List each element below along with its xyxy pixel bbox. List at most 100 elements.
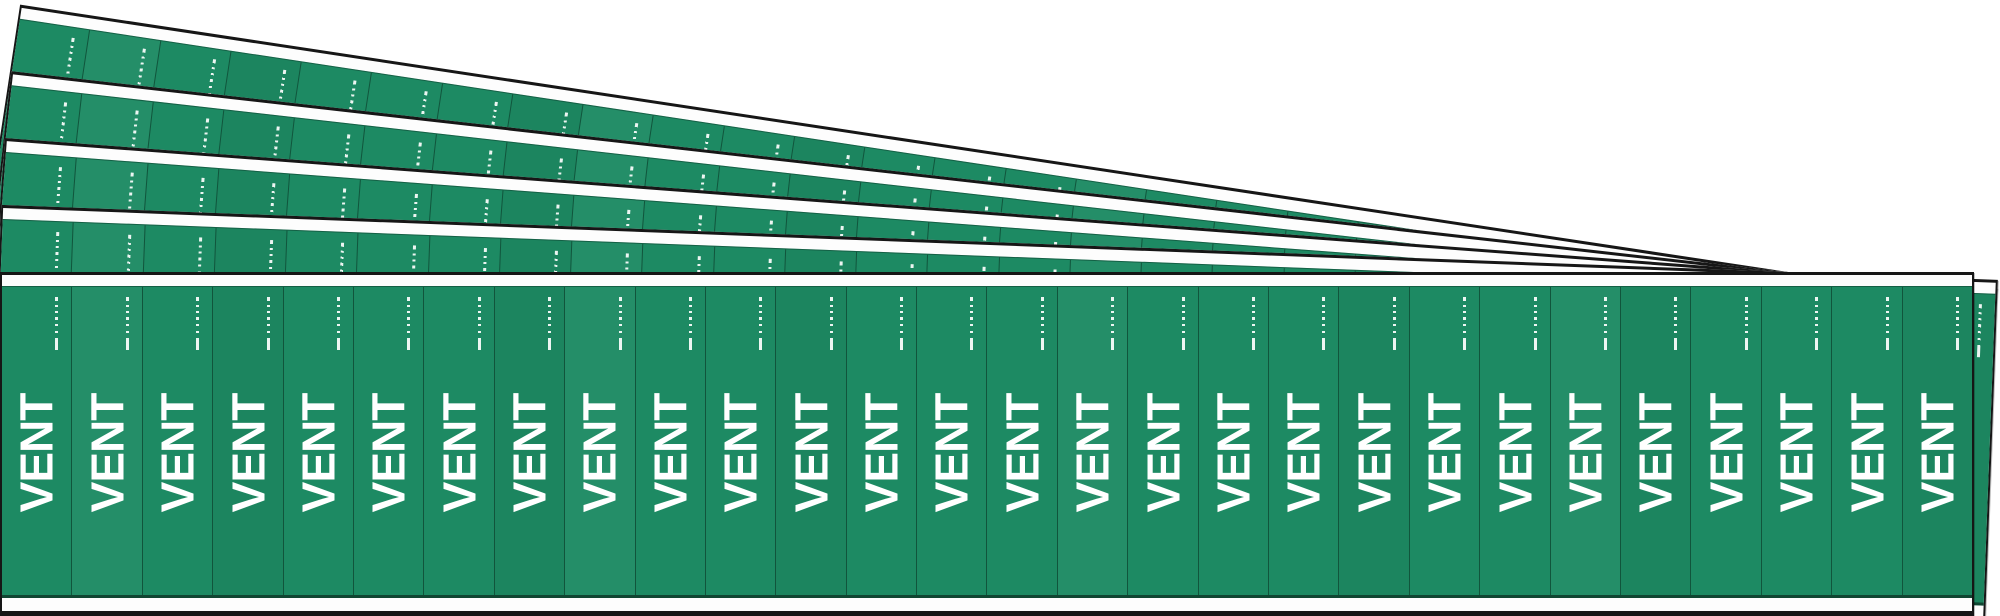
vent-label-wrap: VENT — [1621, 287, 1690, 595]
pipe-marker-strip: VENT — [706, 287, 777, 595]
micro-text-dash-icon — [1533, 297, 1537, 350]
vent-label-wrap: VENT — [1339, 287, 1408, 595]
pipe-marker-strip: VENT — [354, 287, 425, 595]
pipe-marker-strip: VENT — [1621, 287, 1692, 595]
vent-label: VENT — [362, 393, 415, 513]
micro-text-dash-icon — [1252, 297, 1256, 350]
vent-label: VENT — [1840, 393, 1893, 513]
micro-text-dash-icon — [1885, 297, 1889, 350]
vent-label-wrap: VENT — [1480, 287, 1549, 595]
pipe-marker-strip: VENT — [1551, 287, 1621, 595]
vent-label: VENT — [925, 393, 978, 513]
pipe-marker-strip: VENT — [424, 287, 495, 595]
vent-label: VENT — [1629, 393, 1682, 513]
vent-label: VENT — [1559, 393, 1612, 513]
micro-text-dash-icon — [407, 297, 411, 350]
micro-text-dash-icon — [900, 297, 904, 350]
vent-label-wrap: VENT — [1058, 287, 1127, 595]
pipe-marker-strip: VENT — [213, 287, 284, 595]
vent-label-wrap: VENT — [987, 287, 1056, 595]
pipe-marker-strip: VENT — [495, 287, 566, 595]
pipe-marker-strip: VENT — [284, 287, 354, 595]
micro-text-dash-icon — [1463, 297, 1467, 350]
micro-text-dash-icon — [970, 297, 974, 350]
pipe-marker-strip: VENT — [847, 287, 918, 595]
micro-text-dash-icon — [1040, 297, 1044, 350]
micro-text-dash-icon — [1181, 297, 1185, 350]
vent-label: VENT — [1277, 393, 1330, 513]
micro-text-dash-icon — [477, 297, 481, 350]
vent-label-wrap: VENT — [776, 287, 845, 595]
micro-text-dash-icon — [1603, 297, 1607, 350]
pipe-marker-strip: VENT — [1410, 287, 1481, 595]
label-card-front: VENT VENT VENT VENT VENT VENT VENT VENT VENT VENT… — [0, 272, 1974, 616]
vent-label: VENT — [855, 393, 908, 513]
micro-text-dash-icon — [196, 297, 200, 350]
pipe-marker-strip: VENT — [143, 287, 214, 595]
micro-text-dash-icon — [1322, 297, 1326, 350]
vent-label-wrap: VENT — [1128, 287, 1197, 595]
pipe-marker-strip: VENT — [72, 287, 143, 595]
vent-label: VENT — [1136, 393, 1189, 513]
vent-label-wrap: VENT — [1832, 287, 1901, 595]
vent-label-wrap: VENT — [565, 287, 634, 595]
vent-label-wrap: VENT — [213, 287, 282, 595]
micro-text-dash-icon — [1392, 297, 1396, 350]
micro-text-dash-icon — [1955, 297, 1959, 350]
vent-label: VENT — [81, 393, 134, 513]
pipe-marker-strip: VENT — [636, 287, 706, 595]
pipe-marker-strip: VENT — [1691, 287, 1762, 595]
vent-label: VENT — [1911, 393, 1964, 513]
pipe-marker-strip: VENT — [1832, 287, 1903, 595]
vent-label-wrap: VENT — [1762, 287, 1831, 595]
vent-label-wrap: VENT — [72, 287, 141, 595]
vent-label: VENT — [573, 393, 626, 513]
pipe-marker-strip: VENT — [1762, 287, 1833, 595]
vent-label: VENT — [1418, 393, 1471, 513]
vent-label: VENT — [503, 393, 556, 513]
micro-text-dash-icon — [759, 297, 763, 350]
vent-label-wrap: VENT — [1199, 287, 1268, 595]
vent-label-wrap: VENT — [706, 287, 775, 595]
vent-label-wrap: VENT — [636, 287, 705, 595]
vent-label: VENT — [785, 393, 837, 513]
marker-strip-band: VENT VENT VENT VENT VENT VENT VENT VENT VENT VENT… — [2, 286, 1972, 598]
vent-label-wrap: VENT — [1551, 287, 1620, 595]
vent-label-wrap: VENT — [2, 287, 71, 595]
vent-label: VENT — [644, 393, 697, 513]
micro-text-dash-icon — [1744, 297, 1748, 350]
vent-label: VENT — [221, 393, 274, 513]
vent-label: VENT — [714, 393, 767, 513]
micro-text-dash-icon — [618, 297, 622, 350]
pipe-marker-strip: VENT — [1903, 287, 1972, 595]
vent-label: VENT — [1207, 393, 1260, 513]
vent-label-wrap: VENT — [284, 287, 353, 595]
vent-label: VENT — [1770, 393, 1823, 513]
pipe-marker-strip: VENT — [1128, 287, 1199, 595]
vent-label-wrap: VENT — [1691, 287, 1760, 595]
vent-label-wrap: VENT — [1410, 287, 1479, 595]
pipe-marker-strip: VENT — [1199, 287, 1270, 595]
vent-label-wrap: VENT — [424, 287, 493, 595]
vent-label-wrap: VENT — [847, 287, 916, 595]
vent-label-wrap: VENT — [1903, 287, 1972, 595]
vent-label: VENT — [996, 393, 1049, 513]
micro-text-dash-icon — [1674, 297, 1678, 350]
vent-label: VENT — [1700, 393, 1753, 513]
vent-label-wrap: VENT — [495, 287, 564, 595]
vent-label-wrap: VENT — [917, 287, 986, 595]
vent-label: VENT — [1488, 393, 1541, 513]
micro-text-dash-icon — [548, 297, 552, 350]
pipe-marker-strip: VENT — [1480, 287, 1551, 595]
micro-text-dash-icon — [829, 297, 833, 350]
micro-text-dash-icon — [125, 297, 129, 350]
micro-text-dash-icon — [1815, 297, 1819, 350]
pipe-marker-strip: VENT — [917, 287, 988, 595]
pipe-marker-strip: VENT — [1058, 287, 1129, 595]
micro-text-dash-icon — [1111, 297, 1115, 350]
pipe-marker-strip: VENT — [776, 287, 847, 595]
vent-label: VENT — [1066, 393, 1119, 513]
vent-label: VENT — [151, 393, 204, 513]
vent-label: VENT — [10, 393, 63, 513]
